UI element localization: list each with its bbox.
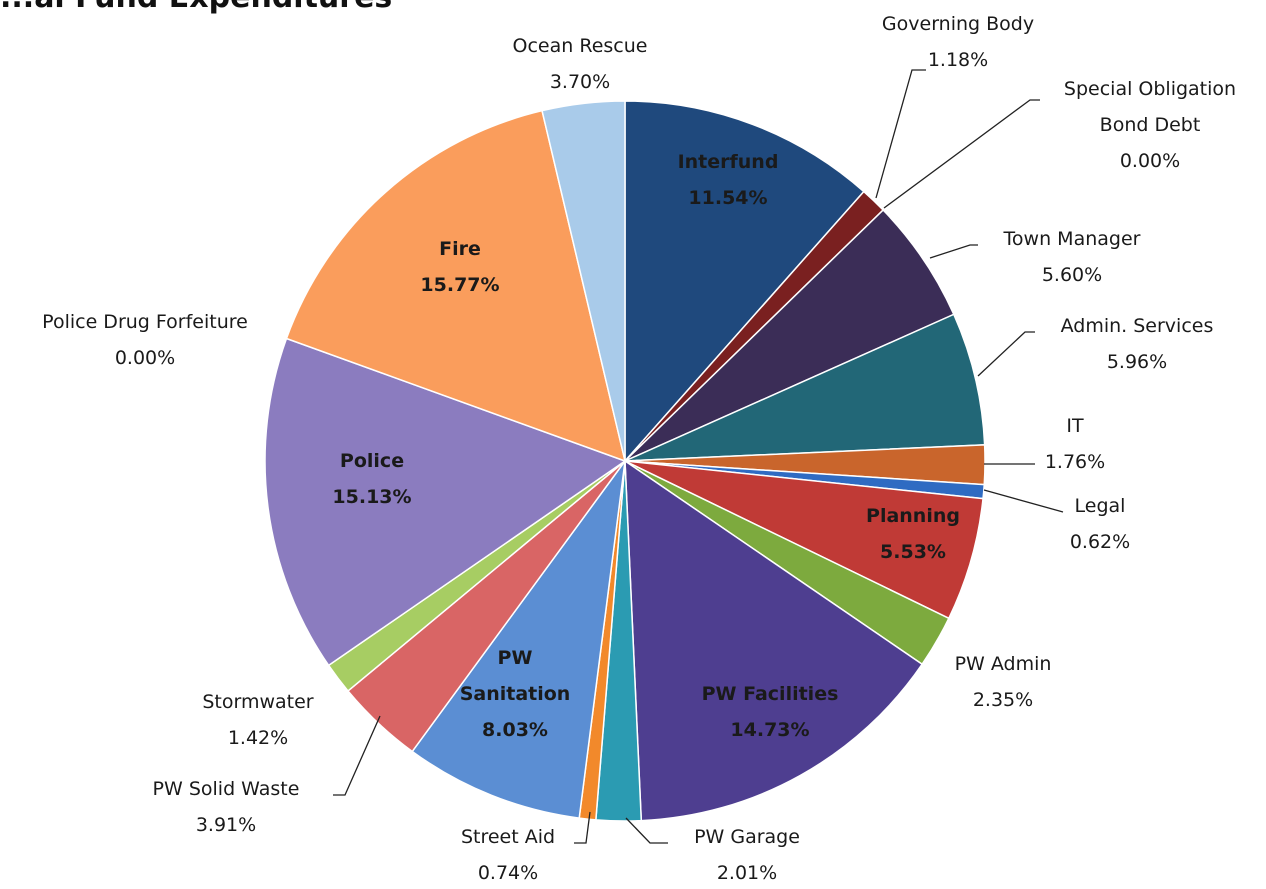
pie-slice-town-manager [624, 208, 955, 462]
leader-line-governing-body [875, 69, 926, 199]
leader-line-town-manager [929, 244, 978, 259]
chart-title: ...al Fund Expenditures [0, 0, 392, 15]
slice-label-ocean-rescue: Ocean Rescue 3.70% [513, 35, 648, 93]
leader-line-street-aid [574, 811, 591, 844]
slice-label-stormwater: Stormwater 1.42% [202, 691, 313, 749]
pie-slice-ocean-rescue [541, 100, 626, 462]
slice-label-pw-facilities: PW Facilities 14.73% [702, 683, 839, 741]
slice-label-pw-sanitation: PW Sanitation 8.03% [460, 647, 571, 741]
slice-label-pw-garage: PW Garage 2.01% [694, 826, 800, 884]
slice-label-police: Police 15.13% [332, 450, 411, 508]
slice-label-pw-solid-waste: PW Solid Waste 3.91% [153, 778, 300, 836]
slice-label-admin-services: Admin. Services 5.96% [1061, 315, 1214, 373]
slice-label-legal: Legal 0.62% [1070, 495, 1130, 553]
slice-label-special-obligation-bond-debt: Special Obligation Bond Debt 0.00% [1064, 78, 1236, 172]
pie-slice-interfund [624, 100, 865, 463]
leader-line-pw-solid-waste [333, 715, 381, 796]
pie-slice-pw-sanitation [411, 460, 626, 819]
slice-labels: Interfund 11.54% Governing Body 1.18% Specia… [42, 13, 1236, 884]
slice-label-fire: Fire 15.77% [420, 238, 499, 296]
pie-slice-police [264, 337, 627, 667]
leader-line-special-obligation-bond-debt [883, 99, 1040, 209]
slice-label-governing-body: Governing Body 1.18% [882, 13, 1034, 71]
slice-label-it: IT 1.76% [1045, 415, 1105, 473]
slice-label-planning: Planning 5.53% [866, 505, 960, 563]
pie-slices [264, 100, 986, 822]
pie-slice-admin-services [624, 313, 986, 462]
slice-label-police-drug-forfeiture: Police Drug Forfeiture 0.00% [42, 311, 248, 369]
slice-label-interfund: Interfund 11.54% [678, 151, 779, 209]
pie-slice-fire [285, 109, 627, 463]
slice-label-street-aid: Street Aid 0.74% [461, 826, 555, 884]
leader-lines [333, 69, 1064, 844]
pie-slice-pw-facilities [624, 459, 924, 822]
slice-label-town-manager: Town Manager 5.60% [1003, 228, 1141, 286]
leader-line-admin-services [977, 331, 1035, 377]
leader-line-pw-garage [625, 817, 668, 844]
leader-line-legal [983, 489, 1064, 513]
slice-label-pw-admin: PW Admin 2.35% [955, 653, 1052, 711]
